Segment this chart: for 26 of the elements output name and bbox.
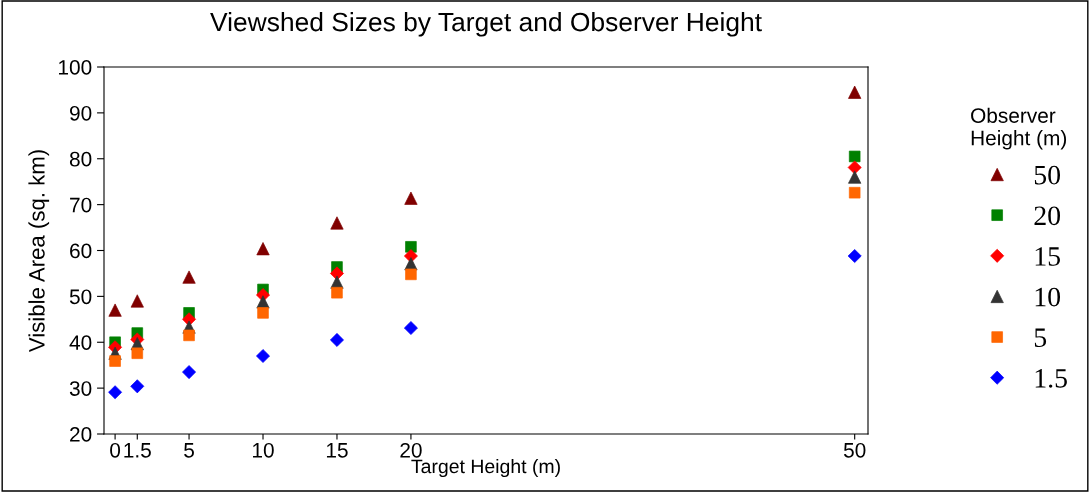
y-tick-label: 20 <box>70 427 92 442</box>
x-axis-title: Target Height (m) <box>411 458 560 478</box>
legend-label: 10 <box>1035 287 1061 307</box>
legend-label: 50 <box>1034 165 1061 185</box>
y-tick-label: 80 <box>69 151 92 167</box>
legend-label: 20 <box>1034 206 1061 226</box>
y-tick-label: 90 <box>70 105 92 121</box>
legend-label: 15 <box>1035 247 1060 266</box>
chart-title: Viewshed Sizes by Target and Observer Height <box>210 12 762 37</box>
y-tick-label: 70 <box>70 197 92 213</box>
y-tick-label: 50 <box>69 289 92 305</box>
y-tick-label: 60 <box>70 243 92 259</box>
x-tick-label: 50 <box>843 442 866 458</box>
y-tick-label: 30 <box>69 381 92 396</box>
legend-label: 5 <box>1034 328 1047 348</box>
x-tick-label: 5 <box>184 443 194 458</box>
legend-label: 1.5 <box>1035 369 1067 388</box>
y-axis-title: Visible Area (sq. km) <box>28 150 50 353</box>
y-tick-label: 40 <box>69 335 92 350</box>
legend-title: Observer Height (m) <box>971 107 1067 150</box>
x-tick-label: 10 <box>253 442 274 458</box>
x-tick-label: 15 <box>326 443 348 458</box>
y-tick-label: 100 <box>59 60 92 75</box>
x-tick-label: 0 <box>110 442 121 458</box>
x-tick-label: 20 <box>400 442 422 458</box>
x-tick-label: 1.5 <box>124 443 151 458</box>
